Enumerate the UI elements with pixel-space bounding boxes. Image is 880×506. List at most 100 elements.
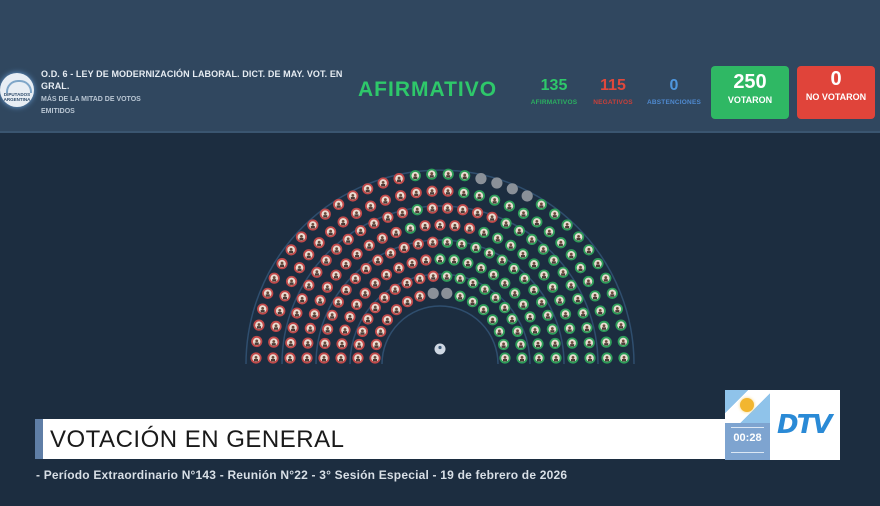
seat-afirmativo — [409, 170, 421, 182]
seat-negativo — [304, 322, 316, 335]
seat-afirmativo — [503, 200, 515, 212]
stat-negativos: 115 NEGATIVOS — [586, 77, 640, 106]
argentina-flag-icon — [725, 390, 770, 423]
seat-afirmativo — [499, 277, 511, 289]
majority-rule: MÁS DE LA MITAD DE VOTOS EMITIDOS — [41, 96, 141, 115]
seat-ausente — [441, 287, 453, 299]
seat-afirmativo — [567, 352, 579, 364]
seat-negativo — [449, 220, 461, 232]
seat-afirmativo — [517, 207, 530, 219]
seat-negativo — [291, 307, 303, 319]
seat-afirmativo — [618, 352, 630, 364]
dtv-logo-text: DTV — [777, 410, 832, 440]
seat-afirmativo — [548, 254, 560, 266]
seat-negativo — [336, 338, 348, 350]
seat-afirmativo — [411, 204, 423, 216]
seat-negativo — [414, 272, 426, 285]
hemicycle-guide-arc — [281, 205, 599, 365]
seat-negativo — [314, 294, 326, 306]
seat-negativo — [250, 352, 262, 364]
seat-negativo — [355, 225, 367, 237]
seat-afirmativo — [528, 284, 540, 296]
logo-text: DIPUTADOS ARGENTINA — [3, 92, 31, 102]
flag-timer-box: 00:28 — [725, 390, 770, 460]
stat-value: 0 — [669, 77, 679, 94]
seat-negativo — [335, 352, 347, 364]
seat-negativo — [486, 211, 498, 223]
seat-negativo — [262, 287, 274, 299]
seat-afirmativo — [528, 258, 540, 270]
seat-negativo — [344, 311, 356, 323]
hemicycle-guide-arc — [315, 239, 565, 365]
seat-afirmativo — [549, 337, 561, 350]
seat-afirmativo — [564, 322, 576, 335]
seat-afirmativo — [577, 307, 589, 319]
seat-negativo — [381, 314, 394, 326]
seat-negativo — [303, 279, 315, 291]
seat-afirmativo — [584, 352, 596, 364]
seat-afirmativo — [538, 269, 550, 281]
seat-negativo — [257, 303, 269, 315]
seat-negativo — [414, 290, 426, 302]
seat-negativo — [420, 254, 432, 266]
seat-negativo — [369, 352, 381, 364]
seat-afirmativo — [601, 352, 613, 364]
seat-afirmativo — [549, 208, 561, 220]
seat-afirmativo — [509, 287, 521, 299]
seat-negativo — [393, 173, 405, 185]
seat-negativo — [285, 244, 297, 256]
seat-negativo — [353, 338, 365, 351]
seat-negativo — [333, 198, 345, 211]
seat-afirmativo — [441, 236, 453, 248]
hemicycle-guide-arc — [349, 273, 531, 365]
seat-negativo — [332, 296, 344, 308]
seat-afirmativo — [492, 232, 504, 244]
seat-negativo — [251, 335, 263, 348]
seat-afirmativo — [615, 319, 627, 331]
seat-negativo — [372, 254, 384, 266]
seat-afirmativo — [404, 222, 417, 234]
seat-afirmativo — [441, 270, 453, 282]
seat-negativo — [434, 219, 446, 231]
seat-afirmativo — [554, 294, 566, 306]
seat-afirmativo — [456, 238, 468, 250]
timer-line — [731, 427, 764, 428]
seat-afirmativo — [497, 338, 510, 351]
seat-afirmativo — [574, 262, 587, 274]
seat-negativo — [382, 211, 394, 223]
seat-afirmativo — [448, 254, 460, 266]
seat-afirmativo — [581, 322, 593, 334]
seat-afirmativo — [517, 298, 529, 311]
seat-afirmativo — [499, 352, 511, 364]
seat-afirmativo — [466, 296, 479, 308]
seat-negativo — [356, 325, 369, 337]
seat-afirmativo — [454, 290, 466, 302]
seat-negativo — [457, 204, 469, 216]
seat-negativo — [359, 287, 371, 299]
seat-afirmativo — [499, 302, 511, 314]
seat-negativo — [320, 254, 332, 266]
seat-negativo — [427, 236, 439, 248]
seat-afirmativo — [565, 249, 577, 261]
seat-afirmativo — [582, 275, 595, 288]
stat-value: 135 — [540, 77, 568, 94]
seat-afirmativo — [611, 303, 623, 315]
seat-negativo — [319, 337, 331, 350]
seat-afirmativo — [486, 314, 499, 326]
stat-value: 115 — [600, 77, 626, 94]
seat-negativo — [441, 202, 454, 214]
seat-negativo — [253, 319, 265, 331]
seat-negativo — [331, 243, 343, 255]
seat-afirmativo — [583, 337, 595, 349]
seat-negativo — [393, 262, 405, 274]
stat-abstenciones: 0 ABSTENCIONES — [642, 77, 706, 106]
seat-negativo — [311, 266, 323, 278]
seat-negativo — [363, 239, 375, 251]
seat-afirmativo — [535, 198, 547, 211]
seat-negativo — [390, 226, 402, 239]
seat-afirmativo — [475, 262, 487, 274]
seat-negativo — [322, 323, 334, 335]
seat-afirmativo — [536, 296, 548, 308]
seat-negativo — [368, 217, 380, 229]
seat-afirmativo — [543, 226, 555, 238]
